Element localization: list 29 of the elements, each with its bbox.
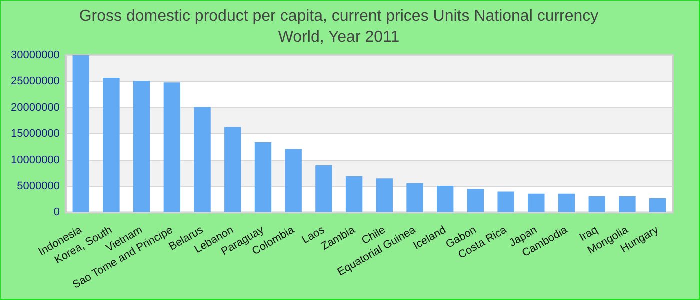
y-tick-label: 5000000 [17,180,60,193]
bar [346,176,363,212]
bar [72,55,90,212]
y-tick-label: 20000000 [10,102,60,114]
bar [376,178,393,212]
y-tick-label: 15000000 [10,128,60,140]
bar [649,198,666,212]
y-tick-label: 30000000 [10,49,60,62]
bar [194,107,211,212]
bar [588,196,606,212]
bar [133,81,150,212]
y-tick-label: 25000000 [10,76,60,88]
bar [528,194,545,212]
bar [316,166,332,212]
bar [285,149,302,212]
bar [437,186,454,212]
bar [406,183,424,212]
bar [558,194,576,212]
chart-subtitle: World, Year 2011 [278,29,400,46]
y-tick-label: 0 [54,206,60,219]
bar [103,78,120,212]
y-tick-label: 10000000 [10,154,60,166]
bar [498,192,514,212]
bar [467,189,484,212]
chart-title: Gross domestic product per capita, current prices Units National currency [79,8,599,26]
bar [619,196,636,212]
bar [164,82,181,212]
bar [224,127,242,212]
bar [254,142,272,212]
